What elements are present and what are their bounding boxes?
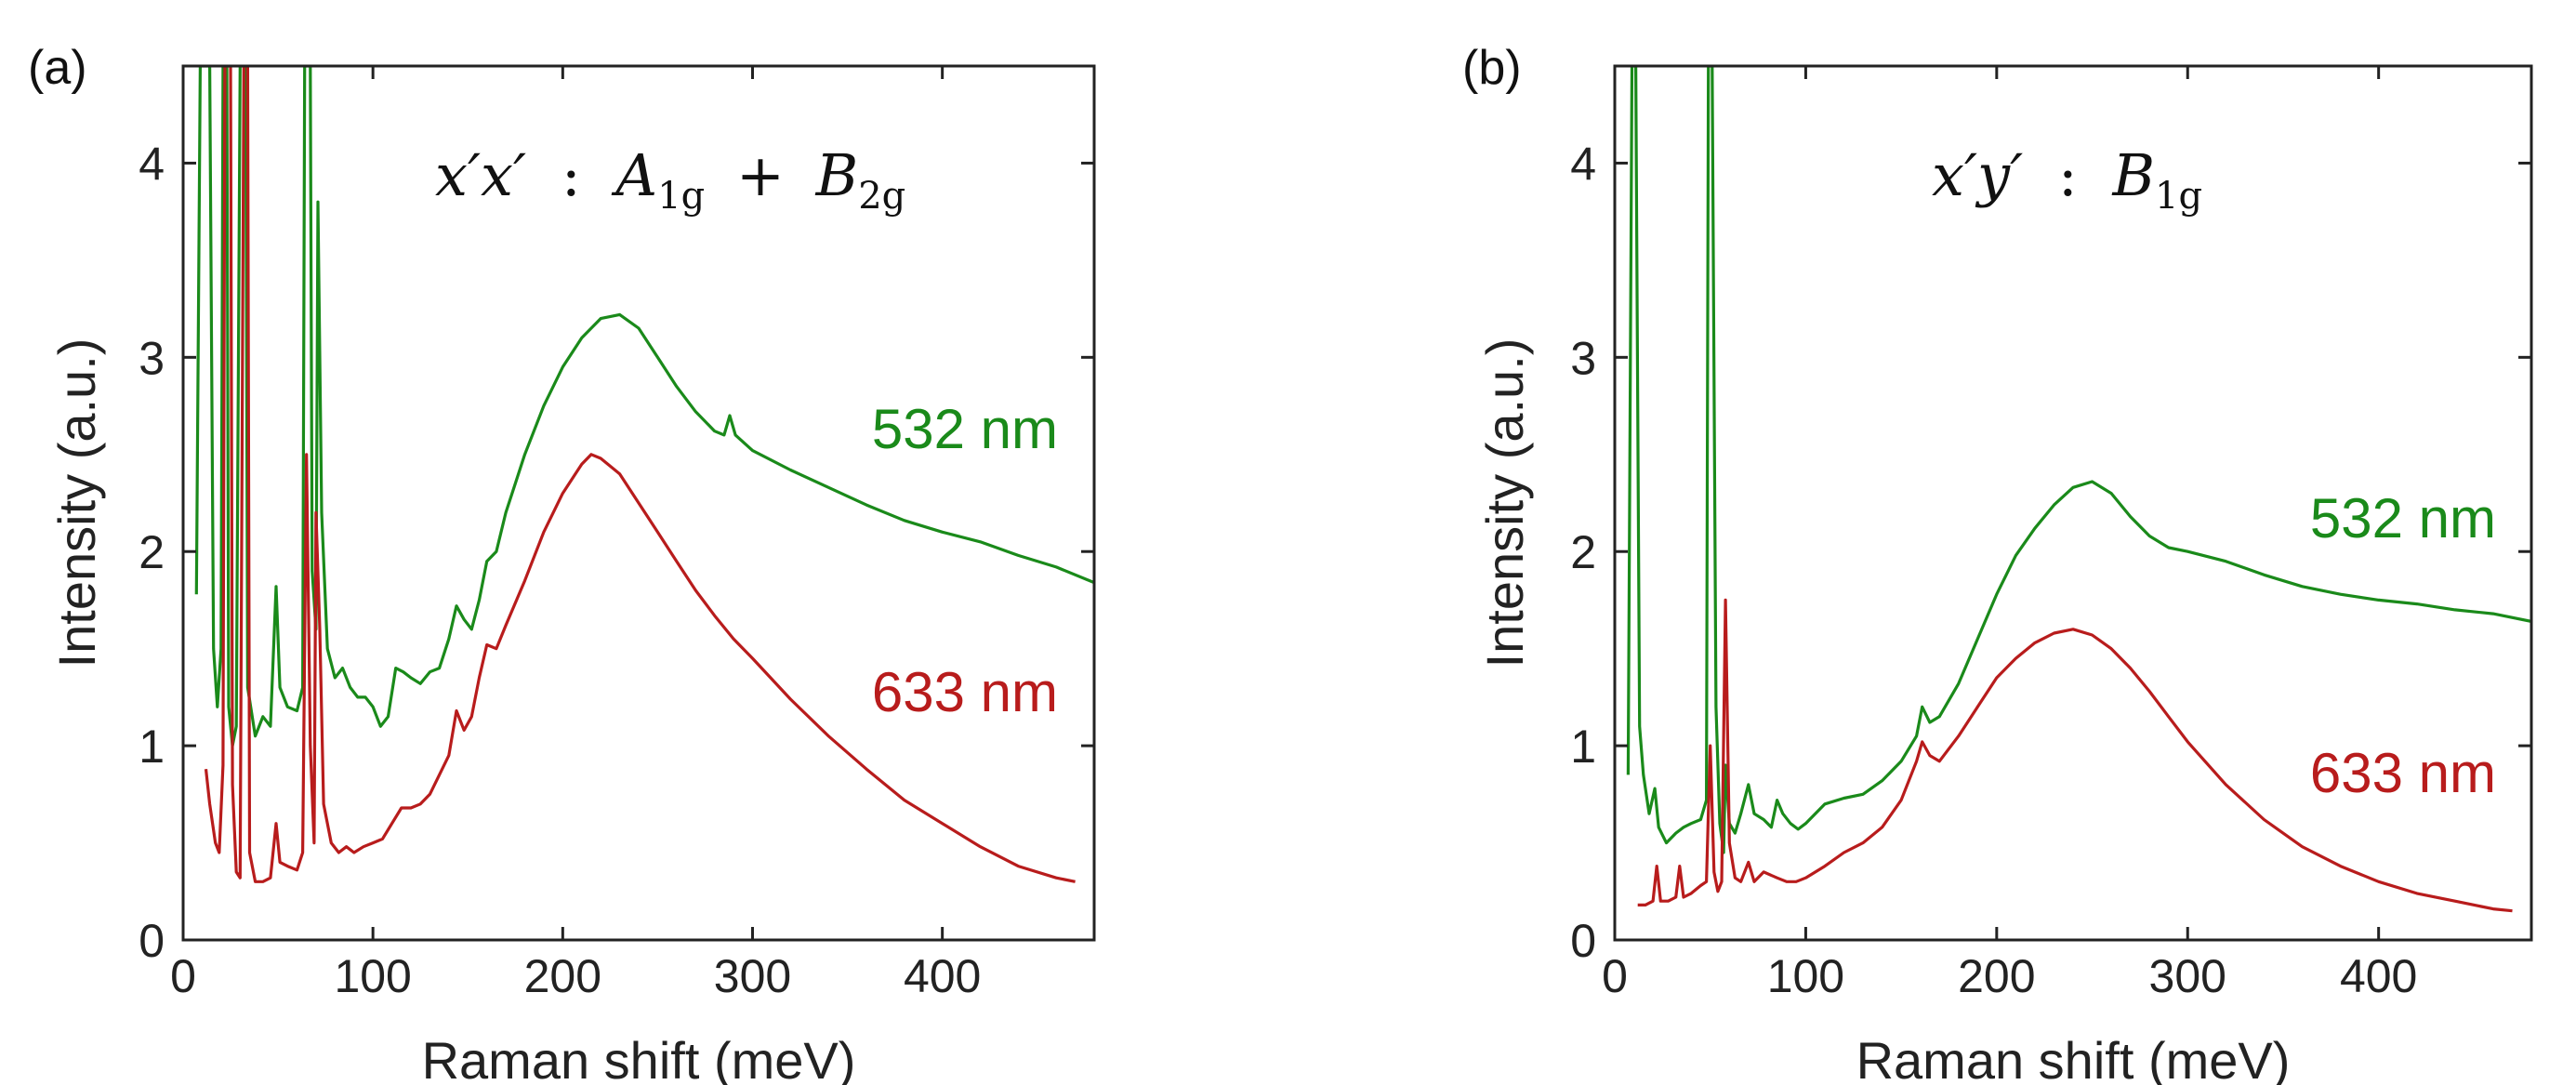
- svg-text:x′x′ : A1g: x′x′ : A1g + B2g: [435, 141, 905, 222]
- annotation-a-term1-sub: 1g: [657, 175, 705, 218]
- panel-a-y-axis-title: Intensity (a.u.): [47, 338, 106, 668]
- y-tick-label: 1: [1570, 721, 1596, 773]
- x-tick-label: 200: [524, 950, 601, 1002]
- panel-a-plot-area: [194, 66, 1094, 883]
- annotation-a-term1: A: [611, 141, 657, 209]
- x-tick-label: 400: [2340, 950, 2417, 1002]
- panel-a-legend-633: 633 nm: [872, 661, 1058, 723]
- annotation-b-separator: :: [2058, 141, 2078, 209]
- y-tick-label: 2: [1570, 526, 1596, 578]
- series-line-532-nm: [194, 66, 1094, 748]
- x-tick-label: 0: [170, 950, 196, 1002]
- annotation-a-base: x′x′: [435, 141, 526, 209]
- panel-b-legend-532: 532 nm: [2310, 487, 2496, 549]
- panel-b: (b) x′y′ : B1g 0 100 200 300 400 0 1 2 3 4 Raman …: [1462, 41, 2533, 1085]
- series-line-532-nm: [1626, 66, 2531, 854]
- annotation-b-term1: B: [2111, 141, 2155, 209]
- x-tick-label: 200: [1958, 950, 2035, 1002]
- panel-a-legend-532: 532 nm: [872, 398, 1058, 460]
- annotation-a-separator: :: [561, 141, 581, 209]
- annotation-b-term1-sub: 1g: [2155, 175, 2202, 218]
- annotation-a-term2: B: [815, 141, 859, 209]
- panel-b-ticks: 0 100 200 300 400 0 1 2 3 4: [1570, 66, 2531, 1002]
- panel-a: (a) x′x′ : A1g + B2g 0 100 200 300 40001234 …: [28, 41, 1096, 1085]
- panel-b-annotation: x′y′ : B1g: [1932, 141, 2202, 218]
- annotation-b-base: x′y′: [1932, 141, 2023, 209]
- x-tick-label: 0: [1602, 950, 1628, 1002]
- svg-text:x′y′ : B1g: x′y′ : B1g: [1932, 141, 2202, 218]
- x-tick-label: 100: [1767, 950, 1844, 1002]
- panel-b-x-axis-title: Raman shift (meV): [1856, 1031, 2291, 1085]
- annotation-a-operator: +: [736, 141, 785, 209]
- y-tick-label: 0: [139, 915, 165, 967]
- panel-b-label: (b): [1462, 41, 1522, 95]
- x-tick-label: 300: [714, 950, 791, 1002]
- y-tick-label: 4: [1570, 138, 1596, 190]
- panel-a-label: (a): [28, 41, 87, 95]
- y-tick-label: 3: [139, 332, 165, 384]
- panel-b-axes-box: [1613, 64, 2533, 942]
- panel-b-legend-633: 633 nm: [2310, 742, 2496, 804]
- y-tick-label: 3: [1570, 332, 1596, 384]
- panel-a-x-axis-title: Raman shift (meV): [422, 1031, 856, 1085]
- panel-a-axes-box: [181, 64, 1096, 942]
- x-tick-label: 300: [2149, 950, 2226, 1002]
- panel-b-y-axis-title: Intensity (a.u.): [1475, 338, 1534, 668]
- panel-a-ticks: 0 100 200 300 400 0 1 2 3 4: [139, 66, 1094, 1002]
- x-tick-label: 100: [334, 950, 411, 1002]
- y-tick-label: 2: [139, 526, 165, 578]
- annotation-a-term2-sub: 2g: [858, 175, 905, 218]
- y-tick-label: 4: [139, 138, 165, 190]
- panel-b-plot-area: [1626, 66, 2531, 913]
- y-tick-label: 1: [139, 721, 165, 773]
- y-tick-label: 0: [1570, 915, 1596, 967]
- series-line-633-nm: [204, 66, 1076, 883]
- panel-a-annotation: x′x′ : A1g + B2g: [435, 141, 905, 222]
- x-tick-label: 400: [904, 950, 981, 1002]
- series-line-633-nm: [1637, 598, 2513, 913]
